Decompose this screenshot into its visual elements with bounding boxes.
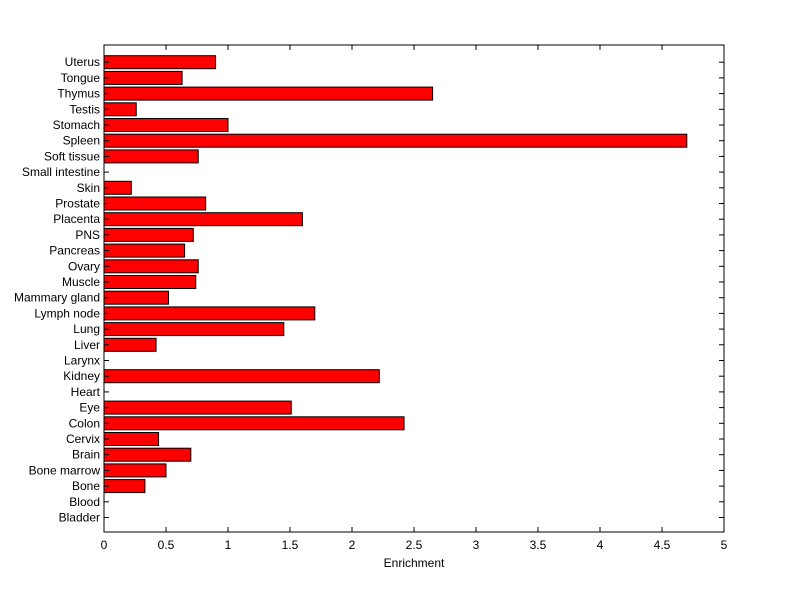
bar-spleen [103,133,688,148]
y-tick-label: PNS [75,228,100,242]
x-tick-label: 0 [101,538,108,552]
x-tick-label: 1.5 [282,538,299,552]
x-tick-label: 5 [721,538,728,552]
y-tick-label: Blood [69,495,100,509]
y-tick-label: Bone marrow [29,463,101,477]
y-tick-label: Pancreas [49,244,100,258]
bar-muscle [103,275,197,289]
bar-stomach [103,118,229,132]
y-tick-label: Tongue [61,71,101,85]
bar-placenta [103,212,303,227]
y-tick-label: Ovary [68,259,100,273]
y-tick-label: Soft tissue [44,149,100,163]
bar-pns [103,227,194,242]
bar-liver [103,337,157,352]
y-tick-label: Eye [79,401,100,415]
bar-cervix [103,432,160,446]
y-tick-label: Bladder [59,511,100,525]
x-tick-label: 4 [597,538,604,552]
y-tick-label: Testis [69,102,100,116]
y-tick-label: Muscle [62,275,100,289]
bar-pancreas [103,243,186,258]
bar-thymus [103,86,434,101]
bar-lymph-node [103,306,316,321]
bar-bone [103,479,146,494]
y-tick-label: Mammary gland [14,291,100,305]
y-tick-label: Bone [72,479,100,493]
bar-mammary-gland [103,290,169,305]
bar-colon [103,416,405,431]
y-tick-label: Placenta [53,212,100,226]
bar-bone-marrow [103,463,167,478]
x-tick-label: 0.5 [158,538,175,552]
bar-ovary [103,259,199,274]
y-tick-label: Prostate [55,197,100,211]
y-tick-label: Small intestine [22,165,100,179]
x-axis-title: Enrichment [384,556,445,570]
y-tick-label: Uterus [65,55,100,69]
bar-tongue [103,70,183,85]
x-tick-label: 2 [349,538,356,552]
x-tick-label: 1 [225,538,232,552]
bar-brain [103,447,192,462]
bar-lung [103,322,285,337]
x-tick-label: 2.5 [406,538,423,552]
y-tick-label: Cervix [66,432,100,446]
bar-eye [103,400,292,415]
bar-kidney [103,369,380,384]
y-tick-label: Lymph node [34,306,100,320]
y-tick-label: Spleen [63,134,100,148]
x-tick-label: 4.5 [654,538,671,552]
y-tick-label: Heart [71,385,101,399]
x-tick-label: 3.5 [530,538,547,552]
y-tick-label: Lung [73,322,100,336]
y-tick-label: Colon [69,416,100,430]
ticks-group [103,45,725,532]
x-tick-label: 3 [473,538,480,552]
y-tick-label: Liver [74,338,100,352]
bar-prostate [103,196,207,211]
y-tick-label: Thymus [57,87,100,101]
y-tick-label: Skin [77,181,100,195]
y-tick-label: Kidney [63,369,100,383]
bar-uterus [103,55,217,70]
bar-soft-tissue [103,149,199,164]
y-tick-label: Brain [72,448,100,462]
plot-frame [103,44,725,533]
y-tick-label: Stomach [53,118,100,132]
y-tick-label: Larynx [64,354,100,368]
